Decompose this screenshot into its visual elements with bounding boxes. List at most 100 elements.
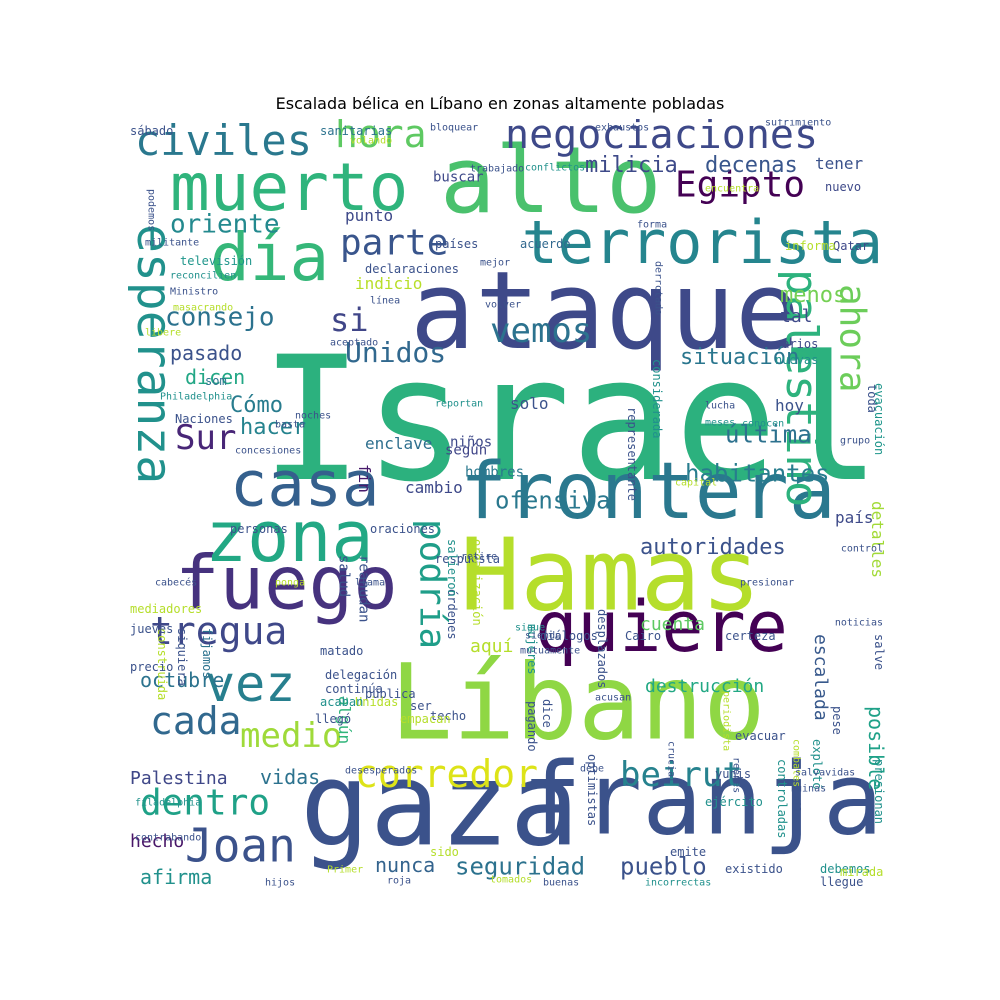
cloud-word: bloquear xyxy=(430,122,478,133)
cloud-word: posible xyxy=(864,706,885,790)
cloud-word: presionar xyxy=(740,577,794,588)
cloud-word: evacuar xyxy=(735,729,786,743)
cloud-word: siendo xyxy=(525,630,561,641)
cloud-word: volver xyxy=(485,299,521,310)
cloud-word: pese xyxy=(830,706,844,735)
cloud-word: sufrimiento xyxy=(765,119,831,128)
cloud-word: optimistas xyxy=(585,754,599,826)
cloud-word: medio xyxy=(240,716,342,756)
cloud-word: noticias xyxy=(835,617,883,628)
cloud-word: pueblo xyxy=(620,853,707,881)
cloud-word: alto xyxy=(440,127,662,234)
cloud-word: salieron xyxy=(445,539,459,597)
cloud-word: buenas xyxy=(543,877,579,888)
cloud-word: control xyxy=(841,543,883,554)
cloud-word: escalada xyxy=(810,634,831,721)
cloud-word: mejor xyxy=(480,257,510,268)
cloud-word: cada xyxy=(150,699,242,743)
cloud-word: consejo xyxy=(165,302,275,332)
cloud-word: organización xyxy=(470,539,484,626)
cloud-word: personas xyxy=(230,522,288,536)
cloud-word: palestino xyxy=(776,269,827,507)
cloud-word: masacrando xyxy=(173,302,233,313)
cloud-word: reconcilien xyxy=(170,270,236,281)
cloud-word: enclave xyxy=(365,434,432,453)
cloud-word: forma xyxy=(637,219,667,230)
cloud-word: tomados xyxy=(490,874,532,885)
cloud-word: hacer xyxy=(240,415,306,440)
cloud-word: informa xyxy=(785,239,836,253)
cloud-word: retire xyxy=(461,551,497,562)
cloud-word: crucial xyxy=(666,741,677,783)
cloud-word: Philadelphia xyxy=(160,391,232,402)
cloud-word: muerto xyxy=(170,149,408,226)
cloud-word: combates xyxy=(791,739,802,787)
cloud-word: empacan xyxy=(400,712,451,726)
cloud-word: mutuamente xyxy=(520,645,580,656)
cloud-word: Naciones xyxy=(175,412,233,426)
cloud-word: línea xyxy=(370,294,400,306)
cloud-word: derrotado xyxy=(653,261,664,315)
cloud-word: filadelphia xyxy=(135,797,201,808)
cloud-word: encuentra xyxy=(705,183,759,194)
cloud-word: presionan xyxy=(872,759,885,824)
cloud-word: destrucción xyxy=(645,676,764,697)
cloud-word: beirut xyxy=(620,755,743,795)
cloud-word: evacuación xyxy=(872,383,885,455)
cloud-word: tener xyxy=(815,154,864,173)
cloud-word: parte xyxy=(340,223,448,264)
cloud-word: existido xyxy=(725,862,783,876)
cloud-word: toda xyxy=(865,384,879,413)
cloud-word: pagando xyxy=(525,701,539,752)
cloud-word: ataque xyxy=(410,249,800,374)
cloud-word: diálogos xyxy=(540,629,598,643)
cloud-word: controladas xyxy=(775,759,789,838)
cloud-word: incorrectas xyxy=(645,877,711,888)
cloud-word: salve xyxy=(872,634,885,670)
cloud-word: reportan xyxy=(435,398,483,409)
cloud-word: vez xyxy=(205,655,295,713)
cloud-word: pública xyxy=(365,687,416,701)
cloud-word: cuenta xyxy=(640,614,705,635)
cloud-word: lucha xyxy=(705,400,735,411)
cloud-word: grupo xyxy=(840,435,870,446)
cloud-word: órdenes xyxy=(445,589,459,640)
cloud-word: hijos xyxy=(265,877,295,888)
cloud-word: última xyxy=(725,421,812,449)
cloud-word: punto xyxy=(345,206,393,225)
cloud-word: llegó xyxy=(315,712,351,726)
cloud-word: zona xyxy=(205,496,374,578)
cloud-word: oraciones xyxy=(370,522,435,536)
cloud-word: matado xyxy=(320,644,363,658)
cloud-word: representante xyxy=(625,407,639,501)
cloud-word: desplazados xyxy=(595,609,609,688)
cloud-word: conocen xyxy=(742,418,784,429)
cloud-word: buscar xyxy=(433,170,484,186)
cloud-word: quiere xyxy=(535,586,788,668)
cloud-word: som xyxy=(205,374,227,388)
cloud-word: oriente xyxy=(170,209,280,239)
cloud-word: trabajado xyxy=(470,163,524,174)
cloud-word: día xyxy=(210,219,329,296)
cloud-word: ponga xyxy=(275,577,305,588)
cloud-word: milicia xyxy=(585,153,678,178)
cloud-word: podemos xyxy=(146,189,157,231)
cloud-word: acusan xyxy=(595,692,631,703)
cloud-word: dice xyxy=(540,699,554,728)
cloud-word: delegación xyxy=(325,668,397,682)
cloud-word: decenas xyxy=(705,153,798,178)
cloud-word: precio xyxy=(130,660,173,674)
cloud-word: habitantes xyxy=(685,460,830,488)
cloud-word: seguridad xyxy=(455,853,585,881)
cloud-word: detalles xyxy=(868,501,885,578)
cloud-word: explotó xyxy=(810,739,824,790)
cloud-word: capital xyxy=(675,477,717,488)
cloud-word: dicen xyxy=(185,365,245,389)
cloud-word: hecho xyxy=(130,831,184,852)
cloud-word: niños xyxy=(450,435,492,451)
cloud-word: noches xyxy=(295,410,331,421)
cloud-word: según xyxy=(445,443,487,459)
cloud-word: cabecés xyxy=(155,576,197,588)
cloud-word: Primer xyxy=(327,864,363,875)
